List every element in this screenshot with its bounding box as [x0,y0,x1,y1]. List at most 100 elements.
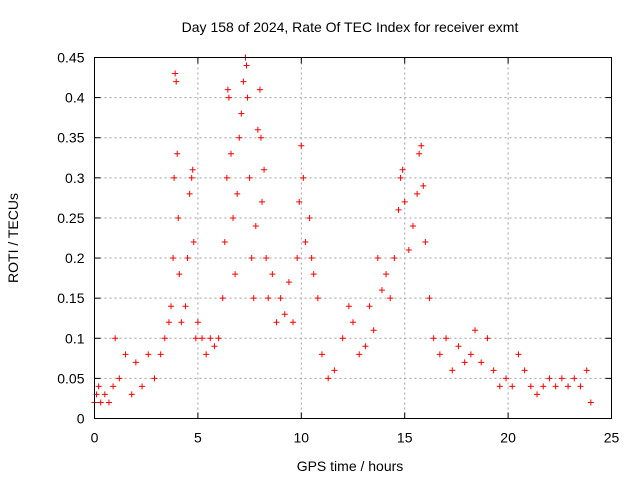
data-point [422,239,429,246]
data-point [263,255,270,262]
data-point [244,94,251,101]
x-tick-labels: 0 5 10 15 20 25 [91,430,620,446]
data-point [534,391,541,398]
data-point [254,126,261,133]
chart-title: Day 158 of 2024, Rate Of TEC Index for r… [182,19,519,35]
data-point [314,295,321,302]
data-points [91,54,594,406]
data-point [248,255,255,262]
y-tick-label: 0.2 [65,250,85,266]
data-point [443,335,450,342]
y-tick-label: 0.25 [57,210,84,226]
data-point [243,62,250,69]
data-point [189,166,196,173]
x-tick-label: 20 [500,430,516,446]
y-tick-label: 0.05 [57,370,84,386]
data-point [184,255,191,262]
x-axis-label: GPS time / hours [297,458,404,474]
data-point [223,174,230,181]
data-point [199,335,206,342]
data-point [552,383,559,390]
data-point [399,166,406,173]
data-point [145,351,152,358]
grid-lines [94,57,612,419]
data-point [176,271,183,278]
data-point [211,343,218,350]
data-point [540,383,547,390]
data-point [281,311,288,318]
data-point [345,303,352,310]
data-point [467,351,474,358]
data-point [294,255,301,262]
data-point [101,391,108,398]
data-point [225,94,232,101]
data-point [565,383,572,390]
data-point [232,271,239,278]
data-point [178,319,185,326]
data-point [490,367,497,374]
data-point [259,198,266,205]
y-tick-label: 0.1 [65,330,85,346]
data-point [234,190,241,197]
data-point [306,214,313,221]
data-point [188,174,195,181]
data-point [515,351,522,358]
data-point [110,383,117,390]
y-tick-label: 0.45 [57,50,84,66]
data-point [139,383,146,390]
data-point [224,86,231,93]
data-point [436,351,443,358]
y-tick-label: 0.3 [65,170,85,186]
data-point [587,399,594,406]
x-tick-label: 25 [604,430,620,446]
data-point [97,399,104,406]
data-point [527,383,534,390]
data-point [449,367,456,374]
data-point [472,327,479,334]
data-point [503,375,510,382]
data-point [405,247,412,254]
data-point [277,295,284,302]
x-tick-label: 5 [194,430,202,446]
data-point [401,198,408,205]
data-point [161,335,168,342]
data-point [230,214,237,221]
data-point [310,271,317,278]
data-point [484,335,491,342]
data-point [112,335,119,342]
y-tick-label: 0.15 [57,290,84,306]
data-point [192,335,199,342]
y-axis-label: ROTI / TECUs [5,193,21,283]
data-point [215,335,222,342]
plot-frame [94,57,612,419]
x-tick-label: 15 [397,430,413,446]
data-point [558,375,565,382]
data-point [370,327,377,334]
data-point [331,367,338,374]
y-tick-labels: 0 0.05 0.1 0.15 0.2 0.25 0.3 0.35 0.4 0.45 [57,50,84,427]
data-point [246,174,253,181]
data-point [461,359,468,366]
data-point [105,399,112,406]
data-point [374,255,381,262]
data-point [395,206,402,213]
data-point [509,383,516,390]
data-point [430,335,437,342]
data-point [203,351,210,358]
data-point [521,367,528,374]
data-point [285,279,292,286]
data-point [300,174,307,181]
data-point [378,287,385,294]
data-point [366,303,373,310]
data-point [168,303,175,310]
data-point [170,255,177,262]
data-point [250,295,257,302]
data-point [207,335,214,342]
data-point [175,214,182,221]
data-point [186,190,193,197]
data-point [318,351,325,358]
data-point [269,271,276,278]
data-point [420,182,427,189]
data-point [174,150,181,157]
data-point [383,271,390,278]
